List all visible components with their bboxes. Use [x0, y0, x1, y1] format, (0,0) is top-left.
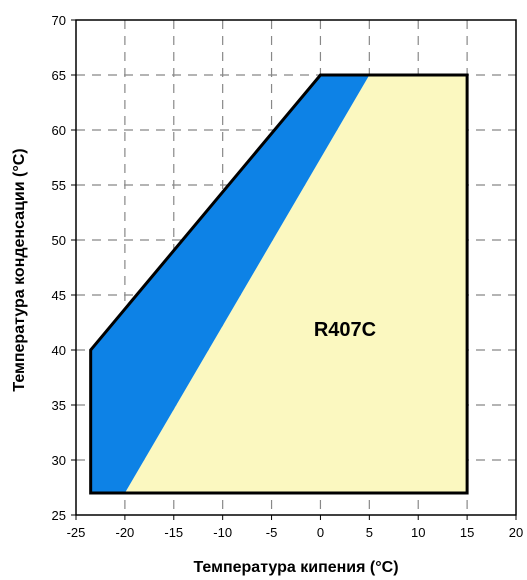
y-tick-label: 25 [52, 508, 66, 523]
x-tick-label: -10 [213, 525, 232, 540]
x-tick-label: 20 [509, 525, 523, 540]
y-axis-title: Температура конденсации (°С) [11, 148, 28, 391]
y-tick-label: 45 [52, 288, 66, 303]
y-tick-label: 60 [52, 123, 66, 138]
x-tick-label: -5 [266, 525, 278, 540]
y-tick-label: 30 [52, 453, 66, 468]
envelope-outline [89, 73, 469, 495]
x-tick-label: 0 [317, 525, 324, 540]
x-tick-label: 10 [411, 525, 425, 540]
y-tick-label: 40 [52, 343, 66, 358]
refrigerant-label: R407C [314, 319, 376, 341]
x-axis-title: Температура кипения (°С) [193, 559, 398, 576]
envelope-regions [89, 73, 469, 495]
y-tick-label: 55 [52, 178, 66, 193]
x-tick-label: -20 [115, 525, 134, 540]
y-tick-label: 70 [52, 13, 66, 28]
x-tick-label: -25 [67, 525, 86, 540]
operating-region-extended [90, 75, 370, 493]
x-tick-label: 15 [460, 525, 474, 540]
operating-region-main [124, 75, 468, 493]
x-tick-label: 5 [366, 525, 373, 540]
y-tick-labels: 25 30 35 40 45 50 55 60 65 70 [52, 13, 76, 523]
y-tick-label: 65 [52, 68, 66, 83]
x-tick-label: -15 [164, 525, 183, 540]
y-tick-label: 50 [52, 233, 66, 248]
plot-frame [75, 19, 517, 516]
y-tick-label: 35 [52, 398, 66, 413]
x-tick-labels: -25 -20 -15 -10 -5 0 5 10 15 20 [67, 515, 523, 540]
